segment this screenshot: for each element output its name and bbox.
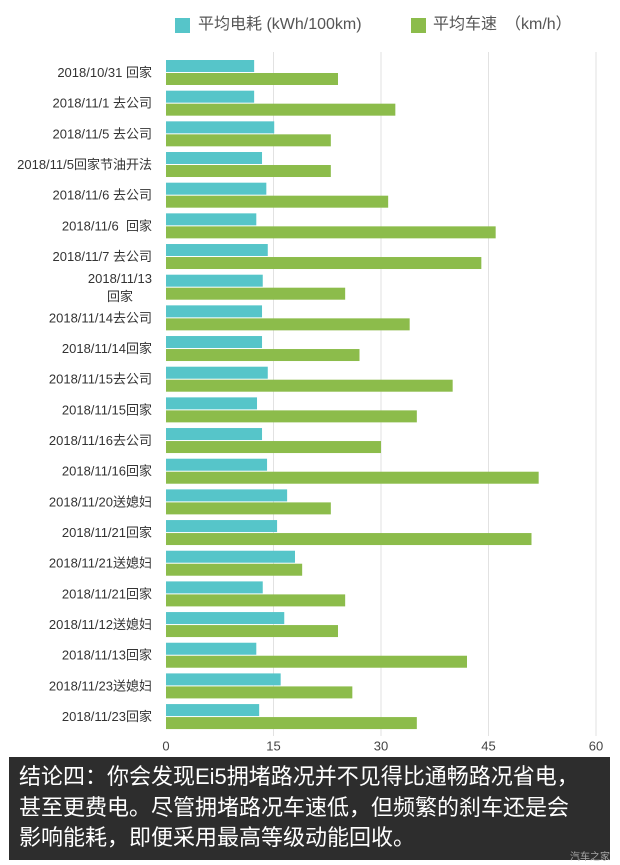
category-label: 2018/11/7 去公司	[53, 249, 152, 264]
category-label: 2018/11/20送媳妇	[49, 494, 152, 509]
legend-swatch-average-speed	[411, 18, 426, 33]
bar-power-consumption	[166, 520, 278, 533]
bar-power-consumption	[166, 612, 285, 625]
bar-power-consumption	[166, 336, 263, 349]
category-label: 2018/11/13 回家	[88, 271, 152, 304]
bar-power-consumption	[166, 581, 263, 594]
category-label-line: 2018/11/13	[88, 271, 152, 286]
category-label: 2018/11/14回家	[62, 341, 152, 356]
legend-label-power-consumption: 平均电耗 (kWh/100km)	[198, 16, 362, 33]
category-label: 2018/11/14去公司	[49, 310, 152, 325]
x-tick-label: 30	[374, 739, 388, 754]
bar-average-speed	[166, 226, 496, 239]
category-label: 2018/11/23回家	[62, 709, 152, 724]
bar-power-consumption	[166, 60, 255, 72]
bar-average-speed	[166, 165, 331, 178]
bar-average-speed	[166, 533, 532, 546]
bar-power-consumption	[166, 673, 281, 686]
category-label: 2018/11/16回家	[62, 464, 152, 479]
bar-average-speed	[166, 287, 346, 300]
bar-average-speed	[166, 195, 389, 208]
bar-power-consumption	[166, 213, 257, 226]
category-label: 2018/11/12送媳妇	[49, 617, 152, 632]
bar-power-consumption	[166, 244, 268, 257]
bar-average-speed	[166, 73, 338, 85]
category-label: 2018/11/5回家节油开法	[17, 157, 152, 172]
category-label: 2018/11/21回家	[62, 586, 152, 601]
bar-average-speed	[166, 686, 353, 699]
category-label: 2018/11/15回家	[62, 402, 152, 417]
x-tick-label: 60	[589, 739, 603, 754]
category-label: 2018/11/13回家	[62, 648, 152, 663]
conclusion-line: 影响能耗，即便采用最高等级动能回收。	[19, 825, 416, 850]
category-label: 2018/10/31 回家	[57, 65, 152, 80]
watermark: 汽车之家	[570, 852, 610, 863]
legend-swatch-power-consumption	[175, 18, 190, 33]
bar-average-speed	[166, 410, 417, 423]
legend-label-average-speed: 平均车速 （km/h）	[433, 16, 572, 33]
category-label: 2018/11/1 去公司	[53, 96, 152, 111]
horizontal-bar-chart: 0 15 30 45 60 2018/10/31 回家 2018/11/1 去公司 2018/…	[17, 52, 603, 754]
bar-average-speed	[166, 502, 331, 515]
bar-average-speed	[166, 625, 338, 638]
category-label-line: 回家	[107, 289, 133, 304]
bar-power-consumption	[166, 305, 263, 318]
bar-power-consumption	[166, 274, 263, 287]
bar-power-consumption	[166, 550, 295, 563]
conclusion-box: 结论四：你会发现Ei5拥堵路况并不见得比通畅路况省电， 甚至更费电。尽管拥堵路况…	[9, 757, 610, 860]
category-label: 2018/11/6 回家	[62, 218, 152, 233]
bar-average-speed	[166, 318, 410, 331]
bar-power-consumption	[166, 642, 257, 655]
bar-power-consumption	[166, 428, 263, 441]
category-label: 2018/11/15去公司	[49, 372, 152, 387]
conclusion-line: 结论四：你会发现Ei5拥堵路况并不见得比通畅路况省电，	[19, 764, 579, 789]
bar-average-speed	[166, 471, 539, 484]
bar-power-consumption	[166, 182, 267, 195]
conclusion-line: 甚至更费电。尽管拥堵路况车速低，但频繁的刹车还是会	[19, 794, 570, 820]
category-label: 2018/11/21回家	[62, 525, 152, 540]
bar-power-consumption	[166, 152, 263, 165]
category-label: 2018/11/21送媳妇	[49, 556, 152, 571]
x-tick-label: 15	[266, 739, 280, 754]
bar-average-speed	[166, 441, 381, 454]
bar-average-speed	[166, 563, 303, 576]
bar-power-consumption	[166, 458, 268, 471]
bar-average-speed	[166, 134, 331, 147]
bar-average-speed	[166, 655, 467, 668]
bar-average-speed	[166, 257, 482, 270]
bar-average-speed	[166, 103, 396, 116]
bar-average-speed	[166, 594, 346, 607]
bar-average-speed	[166, 717, 417, 730]
bar-power-consumption	[166, 121, 275, 134]
bar-power-consumption	[166, 704, 260, 717]
x-tick-label: 0	[162, 739, 169, 754]
bar-power-consumption	[166, 366, 268, 379]
category-label: 2018/11/16去公司	[49, 433, 152, 448]
bar-power-consumption	[166, 397, 258, 410]
bar-power-consumption	[166, 90, 255, 103]
bar-average-speed	[166, 349, 360, 362]
category-label: 2018/11/6 去公司	[53, 188, 152, 203]
category-label: 2018/11/5 去公司	[53, 126, 152, 141]
bar-average-speed	[166, 379, 453, 392]
x-tick-label: 45	[481, 739, 495, 754]
category-label: 2018/11/23送媳妇	[49, 678, 152, 693]
bar-power-consumption	[166, 489, 288, 502]
